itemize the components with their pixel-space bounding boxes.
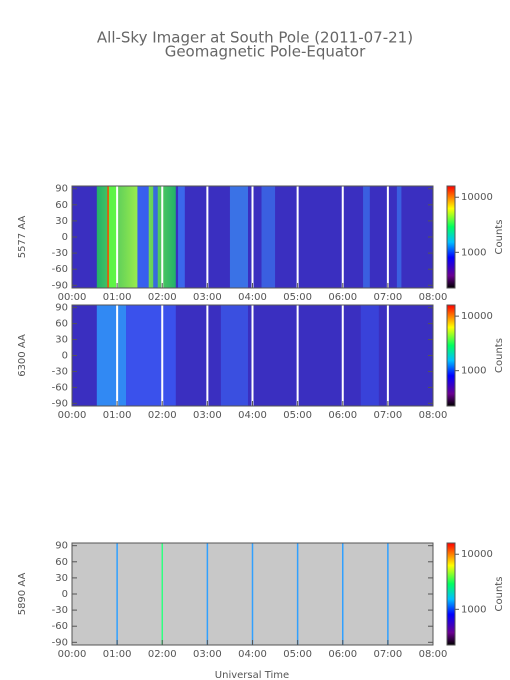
keogram-image bbox=[72, 186, 433, 288]
keogram-image bbox=[72, 543, 433, 645]
image-region bbox=[153, 186, 158, 288]
x-tick-label: 01:00 bbox=[103, 292, 132, 303]
y-tick-label: 0 bbox=[62, 351, 68, 362]
x-tick-label: 02:00 bbox=[148, 292, 177, 303]
x-tick-label: 04:00 bbox=[238, 410, 267, 421]
x-tick-label: 00:00 bbox=[58, 410, 87, 421]
image-region bbox=[126, 305, 176, 406]
image-region bbox=[108, 186, 118, 288]
x-tick-label: 01:00 bbox=[103, 649, 132, 660]
colorbar bbox=[446, 542, 456, 646]
y-tick-label: -30 bbox=[52, 605, 68, 616]
x-tick-label: 05:00 bbox=[283, 649, 312, 660]
image-region bbox=[137, 186, 149, 288]
colorbar-label: Counts bbox=[494, 220, 505, 255]
colorbar-label: Counts bbox=[494, 577, 505, 612]
x-tick-label: 03:00 bbox=[193, 649, 222, 660]
colorbar-tick-label: 10000 bbox=[461, 192, 493, 203]
y-tick-label: 90 bbox=[55, 303, 68, 314]
y-tick-label: -90 bbox=[52, 637, 68, 648]
image-region bbox=[96, 305, 127, 406]
x-tick-label: 06:00 bbox=[328, 410, 357, 421]
image-region bbox=[360, 305, 379, 406]
title: All-Sky Imager at South Pole (2011-07-21… bbox=[97, 29, 413, 47]
image-region bbox=[229, 186, 248, 288]
x-tick-label: 07:00 bbox=[373, 410, 402, 421]
colorbar-tick-label: 10000 bbox=[461, 311, 493, 322]
image-region bbox=[107, 186, 110, 288]
x-tick-label: 08:00 bbox=[419, 649, 448, 660]
y-tick-label: 60 bbox=[55, 200, 68, 211]
y-tick-label: -90 bbox=[52, 280, 68, 291]
image-region bbox=[396, 186, 402, 288]
y-tick-label: 60 bbox=[55, 319, 68, 330]
colorbar-tick-label: 1000 bbox=[461, 604, 486, 615]
x-tick-label: 07:00 bbox=[373, 292, 402, 303]
y-tick-label: -60 bbox=[52, 382, 68, 393]
y-tick-label: 30 bbox=[55, 216, 68, 227]
colorbar-label: Counts bbox=[494, 338, 505, 373]
x-tick-label: 00:00 bbox=[58, 649, 87, 660]
y-tick-label: -60 bbox=[52, 621, 68, 632]
x-tick-label: 01:00 bbox=[103, 410, 132, 421]
y-tick-label: 30 bbox=[55, 335, 68, 346]
y-tick-label: -60 bbox=[52, 264, 68, 275]
x-tick-label: 05:00 bbox=[283, 292, 312, 303]
y-tick-label: 90 bbox=[55, 184, 68, 195]
x-tick-label: 08:00 bbox=[419, 292, 448, 303]
x-tick-label: 05:00 bbox=[283, 410, 312, 421]
x-tick-label: 06:00 bbox=[328, 649, 357, 660]
subtitle: Geomagnetic Pole-Equator bbox=[165, 43, 366, 61]
y-axis-label: 5577 AA bbox=[17, 216, 28, 259]
colorbar-tick-label: 1000 bbox=[461, 247, 486, 258]
x-tick-label: 07:00 bbox=[373, 649, 402, 660]
y-tick-label: 0 bbox=[62, 232, 68, 243]
x-tick-label: 04:00 bbox=[238, 649, 267, 660]
x-tick-label: 06:00 bbox=[328, 292, 357, 303]
x-tick-label: 02:00 bbox=[148, 649, 177, 660]
colorbar-tick-label: 10000 bbox=[461, 549, 493, 560]
x-tick-label: 04:00 bbox=[238, 292, 267, 303]
colorbar-tick-label: 1000 bbox=[461, 366, 486, 377]
x-tick-label: 08:00 bbox=[419, 410, 448, 421]
image-region bbox=[363, 186, 370, 288]
image-region bbox=[261, 186, 276, 288]
x-tick-label: 02:00 bbox=[148, 410, 177, 421]
x-tick-label: 03:00 bbox=[193, 292, 222, 303]
y-tick-label: 30 bbox=[55, 573, 68, 584]
colorbar bbox=[446, 185, 456, 289]
image-region bbox=[220, 305, 248, 406]
y-tick-label: 60 bbox=[55, 557, 68, 568]
x-tick-label: 03:00 bbox=[193, 410, 222, 421]
colorbar bbox=[446, 304, 456, 407]
y-axis-label: 5890 AA bbox=[17, 573, 28, 616]
x-tick-label: 00:00 bbox=[58, 292, 87, 303]
y-tick-label: -90 bbox=[52, 398, 68, 409]
x-axis-label: Universal Time bbox=[215, 670, 289, 680]
y-tick-label: -30 bbox=[52, 248, 68, 259]
image-region bbox=[178, 186, 185, 288]
y-tick-label: 0 bbox=[62, 589, 68, 600]
keogram-image bbox=[72, 305, 433, 406]
y-axis-label: 6300 AA bbox=[17, 334, 28, 377]
y-tick-label: 90 bbox=[55, 541, 68, 552]
y-tick-label: -30 bbox=[52, 366, 68, 377]
